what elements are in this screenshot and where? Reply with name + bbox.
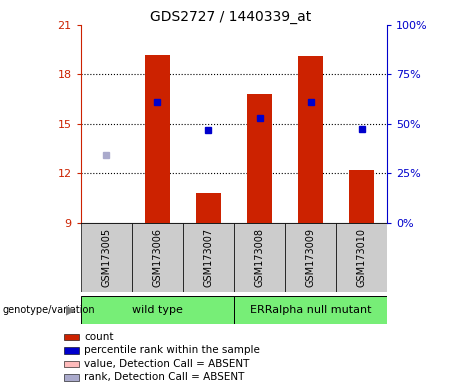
Bar	[195, 193, 221, 223]
Bar	[298, 56, 323, 223]
Text: value, Detection Call = ABSENT: value, Detection Call = ABSENT	[84, 359, 249, 369]
Bar	[234, 296, 387, 324]
Text: GSM173007: GSM173007	[203, 228, 213, 287]
Bar	[234, 223, 285, 292]
Bar	[285, 223, 336, 292]
Bar	[81, 296, 234, 324]
Text: percentile rank within the sample: percentile rank within the sample	[84, 345, 260, 356]
Bar	[81, 223, 132, 292]
Text: GSM173005: GSM173005	[101, 228, 111, 287]
Bar	[132, 223, 183, 292]
Bar	[183, 223, 234, 292]
Bar	[145, 55, 170, 223]
Bar	[349, 170, 374, 223]
Bar	[64, 334, 79, 340]
Bar	[64, 374, 79, 381]
Bar	[64, 347, 79, 354]
Text: GSM173010: GSM173010	[357, 228, 366, 287]
Bar	[336, 223, 387, 292]
Bar	[247, 94, 272, 223]
Text: GSM173009: GSM173009	[306, 228, 316, 287]
Text: GSM173008: GSM173008	[254, 228, 265, 287]
Text: ▶: ▶	[66, 304, 76, 316]
Text: genotype/variation: genotype/variation	[2, 305, 95, 315]
Text: GDS2727 / 1440339_at: GDS2727 / 1440339_at	[150, 10, 311, 23]
Text: rank, Detection Call = ABSENT: rank, Detection Call = ABSENT	[84, 372, 244, 382]
Bar	[64, 361, 79, 367]
Text: GSM173006: GSM173006	[152, 228, 162, 287]
Text: count: count	[84, 332, 113, 342]
Text: wild type: wild type	[132, 305, 183, 315]
Text: ERRalpha null mutant: ERRalpha null mutant	[250, 305, 372, 315]
